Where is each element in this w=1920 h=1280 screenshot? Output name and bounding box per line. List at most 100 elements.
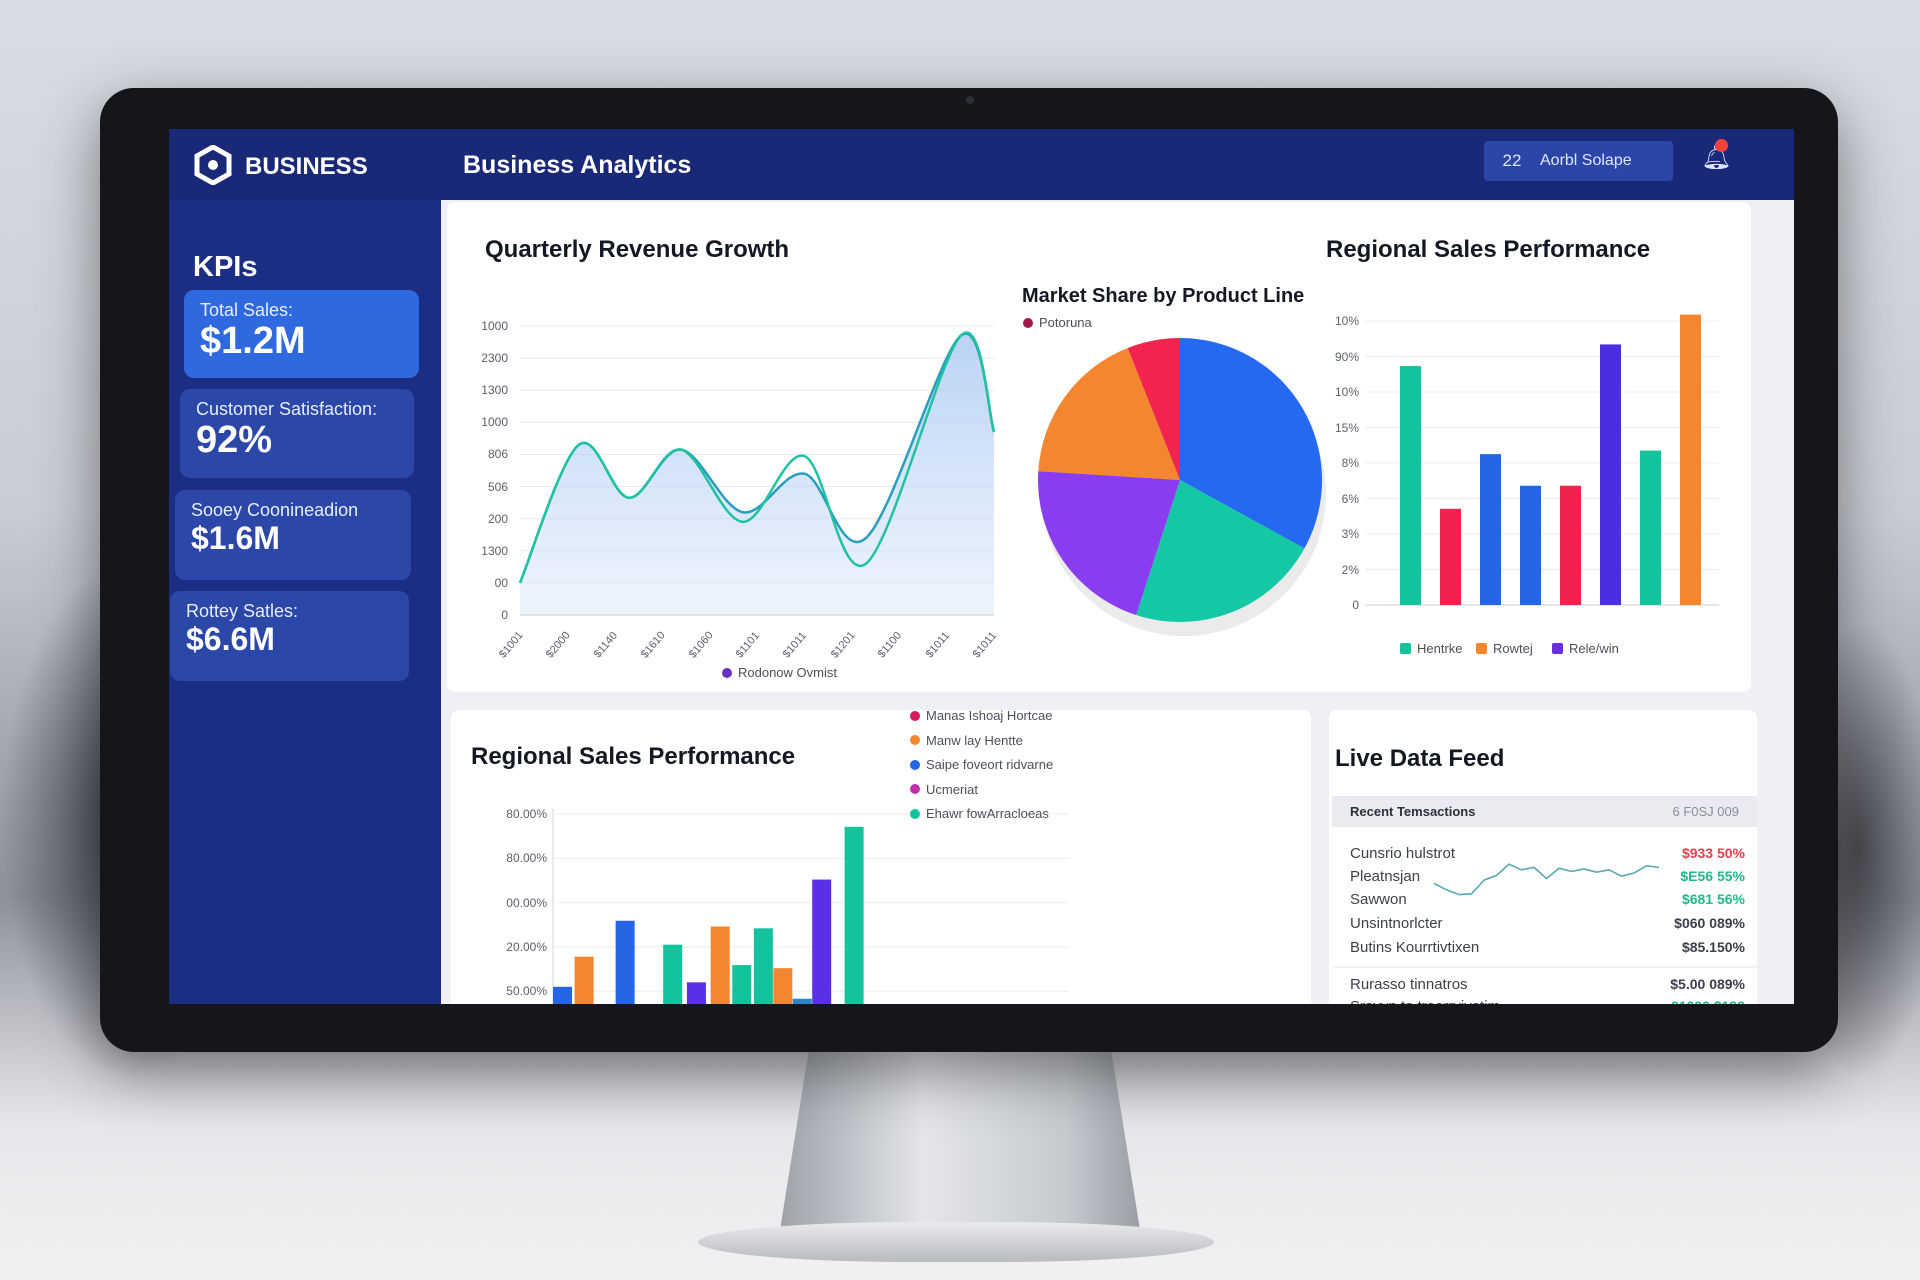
kpi-card-total-sales[interactable]: Total Sales: $1.2M bbox=[184, 290, 419, 378]
bar-chart-legend: Hentrke bbox=[1400, 641, 1463, 656]
live-feed-title: Live Data Feed bbox=[1335, 745, 1505, 772]
series-line-1 bbox=[518, 331, 996, 584]
kpi-value: $6.6M bbox=[186, 621, 275, 657]
legend-swatch bbox=[910, 735, 920, 745]
feed-row-amount: $85.150% bbox=[1681, 939, 1745, 955]
bottom-chart-legend: Ehawr fowArracloeas bbox=[910, 806, 1049, 821]
kpi-label: Sooey Coonineadion bbox=[191, 500, 359, 520]
pie-slice-2[interactable] bbox=[1038, 471, 1180, 616]
bottom-chart-legend: Saipe foveort ridvarne bbox=[910, 757, 1053, 772]
feed-row[interactable]: Sravvn to troorrvivatim 21020 $139 bbox=[1350, 998, 1745, 1004]
feed-header-right: 6 F0SJ 009 bbox=[1672, 804, 1740, 819]
y-tick-label: 15% bbox=[1334, 420, 1359, 435]
bar-chart-legend: Rele/win bbox=[1552, 641, 1619, 656]
kpi-card-4[interactable]: Rottey Satles: $6.6M bbox=[170, 591, 409, 681]
kpis-heading: KPIs bbox=[193, 251, 258, 283]
y-tick-label: 1300 bbox=[481, 383, 508, 398]
legend-label: Ehawr fowArracloeas bbox=[926, 806, 1049, 821]
feed-row-name: Sawwon bbox=[1350, 891, 1407, 908]
bar[interactable] bbox=[710, 926, 730, 1004]
pie-chart-title: Market Share by Product Line bbox=[1022, 285, 1305, 307]
monitor-base bbox=[698, 1222, 1214, 1262]
brand-name: BUSINESS bbox=[245, 153, 368, 180]
y-tick-label: 8% bbox=[1341, 456, 1359, 470]
bar[interactable] bbox=[1640, 450, 1661, 605]
legend-label: Potoruna bbox=[1039, 315, 1092, 330]
bar[interactable] bbox=[615, 920, 635, 1004]
y-tick-label: 80.00% bbox=[506, 851, 547, 866]
bar[interactable] bbox=[844, 826, 864, 1004]
legend-swatch bbox=[910, 710, 920, 721]
y-tick-label: 2% bbox=[1341, 562, 1359, 577]
y-tick-label: 0 bbox=[1352, 598, 1359, 612]
legend-swatch bbox=[1552, 643, 1563, 654]
feed-row[interactable]: Unsintnorlcter $060 089% bbox=[1350, 915, 1745, 937]
feed-row[interactable]: Pleatnsjan $E56 55% bbox=[1350, 868, 1745, 890]
legend-swatch bbox=[1476, 643, 1487, 654]
legend-label: Manw lay Hentte bbox=[926, 732, 1023, 748]
y-tick-label: 6% bbox=[1341, 491, 1359, 506]
legend-swatch bbox=[910, 808, 920, 819]
pie-slice-4[interactable] bbox=[1127, 338, 1180, 480]
feed-row[interactable]: Butins Kourrtivtixen $85.150% bbox=[1350, 939, 1745, 961]
bar[interactable] bbox=[686, 982, 706, 1004]
pie-slice-0[interactable] bbox=[1180, 338, 1322, 549]
feed-row-amount: $681 56% bbox=[1681, 891, 1745, 907]
y-tick-label: 00.00% bbox=[506, 895, 547, 910]
pie-slice-3[interactable] bbox=[1038, 347, 1180, 480]
y-tick-label: 3% bbox=[1341, 527, 1359, 541]
kpi-card-customer-satisfaction[interactable]: Customer Satisfaction: 92% bbox=[180, 389, 414, 478]
bar-chart-legend: Rowtej bbox=[1476, 641, 1533, 656]
area-fill bbox=[520, 333, 994, 615]
bottom-chart-legend: Ucmeriat bbox=[910, 782, 978, 797]
kpi-card-3[interactable]: Sooey Coonineadion $1.6M bbox=[175, 490, 411, 580]
y-tick-label: 2300 bbox=[481, 351, 508, 366]
legend-label: Hentrke bbox=[1417, 641, 1463, 656]
y-tick-label: 0 bbox=[501, 608, 508, 622]
webcam bbox=[966, 96, 974, 104]
bottom-chart-legend: Manw lay Hentte bbox=[910, 733, 1023, 748]
bar[interactable] bbox=[1520, 485, 1541, 605]
y-tick-label: 90% bbox=[1334, 349, 1359, 364]
bar[interactable] bbox=[663, 944, 683, 1004]
live-feed-panel bbox=[1329, 710, 1757, 1004]
kpi-value: 92% bbox=[196, 419, 273, 461]
bar[interactable] bbox=[732, 965, 752, 1004]
legend-swatch bbox=[722, 667, 732, 678]
bar[interactable] bbox=[1680, 314, 1701, 605]
bar[interactable] bbox=[753, 928, 773, 1004]
legend-swatch bbox=[910, 759, 920, 770]
kpi-label: Customer Satisfaction: bbox=[196, 399, 378, 419]
y-tick-label: 1000 bbox=[481, 319, 508, 333]
feed-row[interactable]: Rurasso tinnatros $5.00 089% bbox=[1350, 976, 1745, 998]
bar[interactable] bbox=[1400, 366, 1421, 605]
bar[interactable] bbox=[812, 879, 832, 1004]
feed-row[interactable]: Cunsrio hulstrot $933 50% bbox=[1350, 845, 1745, 867]
feed-row-name: Pleatnsjan bbox=[1350, 868, 1421, 885]
bar[interactable] bbox=[773, 968, 793, 1004]
bar[interactable] bbox=[574, 956, 594, 1004]
bar-chart-title: Regional Sales Performance bbox=[1326, 236, 1651, 263]
y-tick-label: 10% bbox=[1334, 314, 1359, 328]
bar[interactable] bbox=[553, 986, 572, 1004]
bar[interactable] bbox=[1480, 454, 1501, 605]
bar[interactable] bbox=[792, 998, 812, 1004]
bar[interactable] bbox=[1600, 344, 1621, 605]
legend-label: Ucmeriat bbox=[926, 781, 979, 797]
user-menu-button[interactable]: 22 Aorbl Solape bbox=[1484, 141, 1673, 181]
pie-slice-1[interactable] bbox=[1136, 480, 1305, 622]
bar[interactable] bbox=[1440, 508, 1461, 605]
y-tick-label: 506 bbox=[487, 479, 508, 494]
legend-swatch bbox=[1023, 317, 1033, 328]
legend-swatch bbox=[1400, 643, 1411, 654]
pie-legend: Potoruna bbox=[1023, 315, 1092, 330]
y-tick-label: 1300 bbox=[481, 543, 508, 558]
legend-label: Rowtej bbox=[1493, 641, 1533, 656]
feed-row[interactable]: Sawwon $681 56% bbox=[1350, 891, 1745, 913]
legend-swatch bbox=[910, 784, 920, 794]
feed-header-label: Recent Temsactions bbox=[1350, 804, 1476, 819]
bar[interactable] bbox=[1560, 485, 1581, 605]
feed-row-amount: 21020 $139 bbox=[1671, 998, 1745, 1004]
y-tick-label: 1000 bbox=[481, 415, 508, 430]
logo-icon bbox=[194, 145, 232, 185]
